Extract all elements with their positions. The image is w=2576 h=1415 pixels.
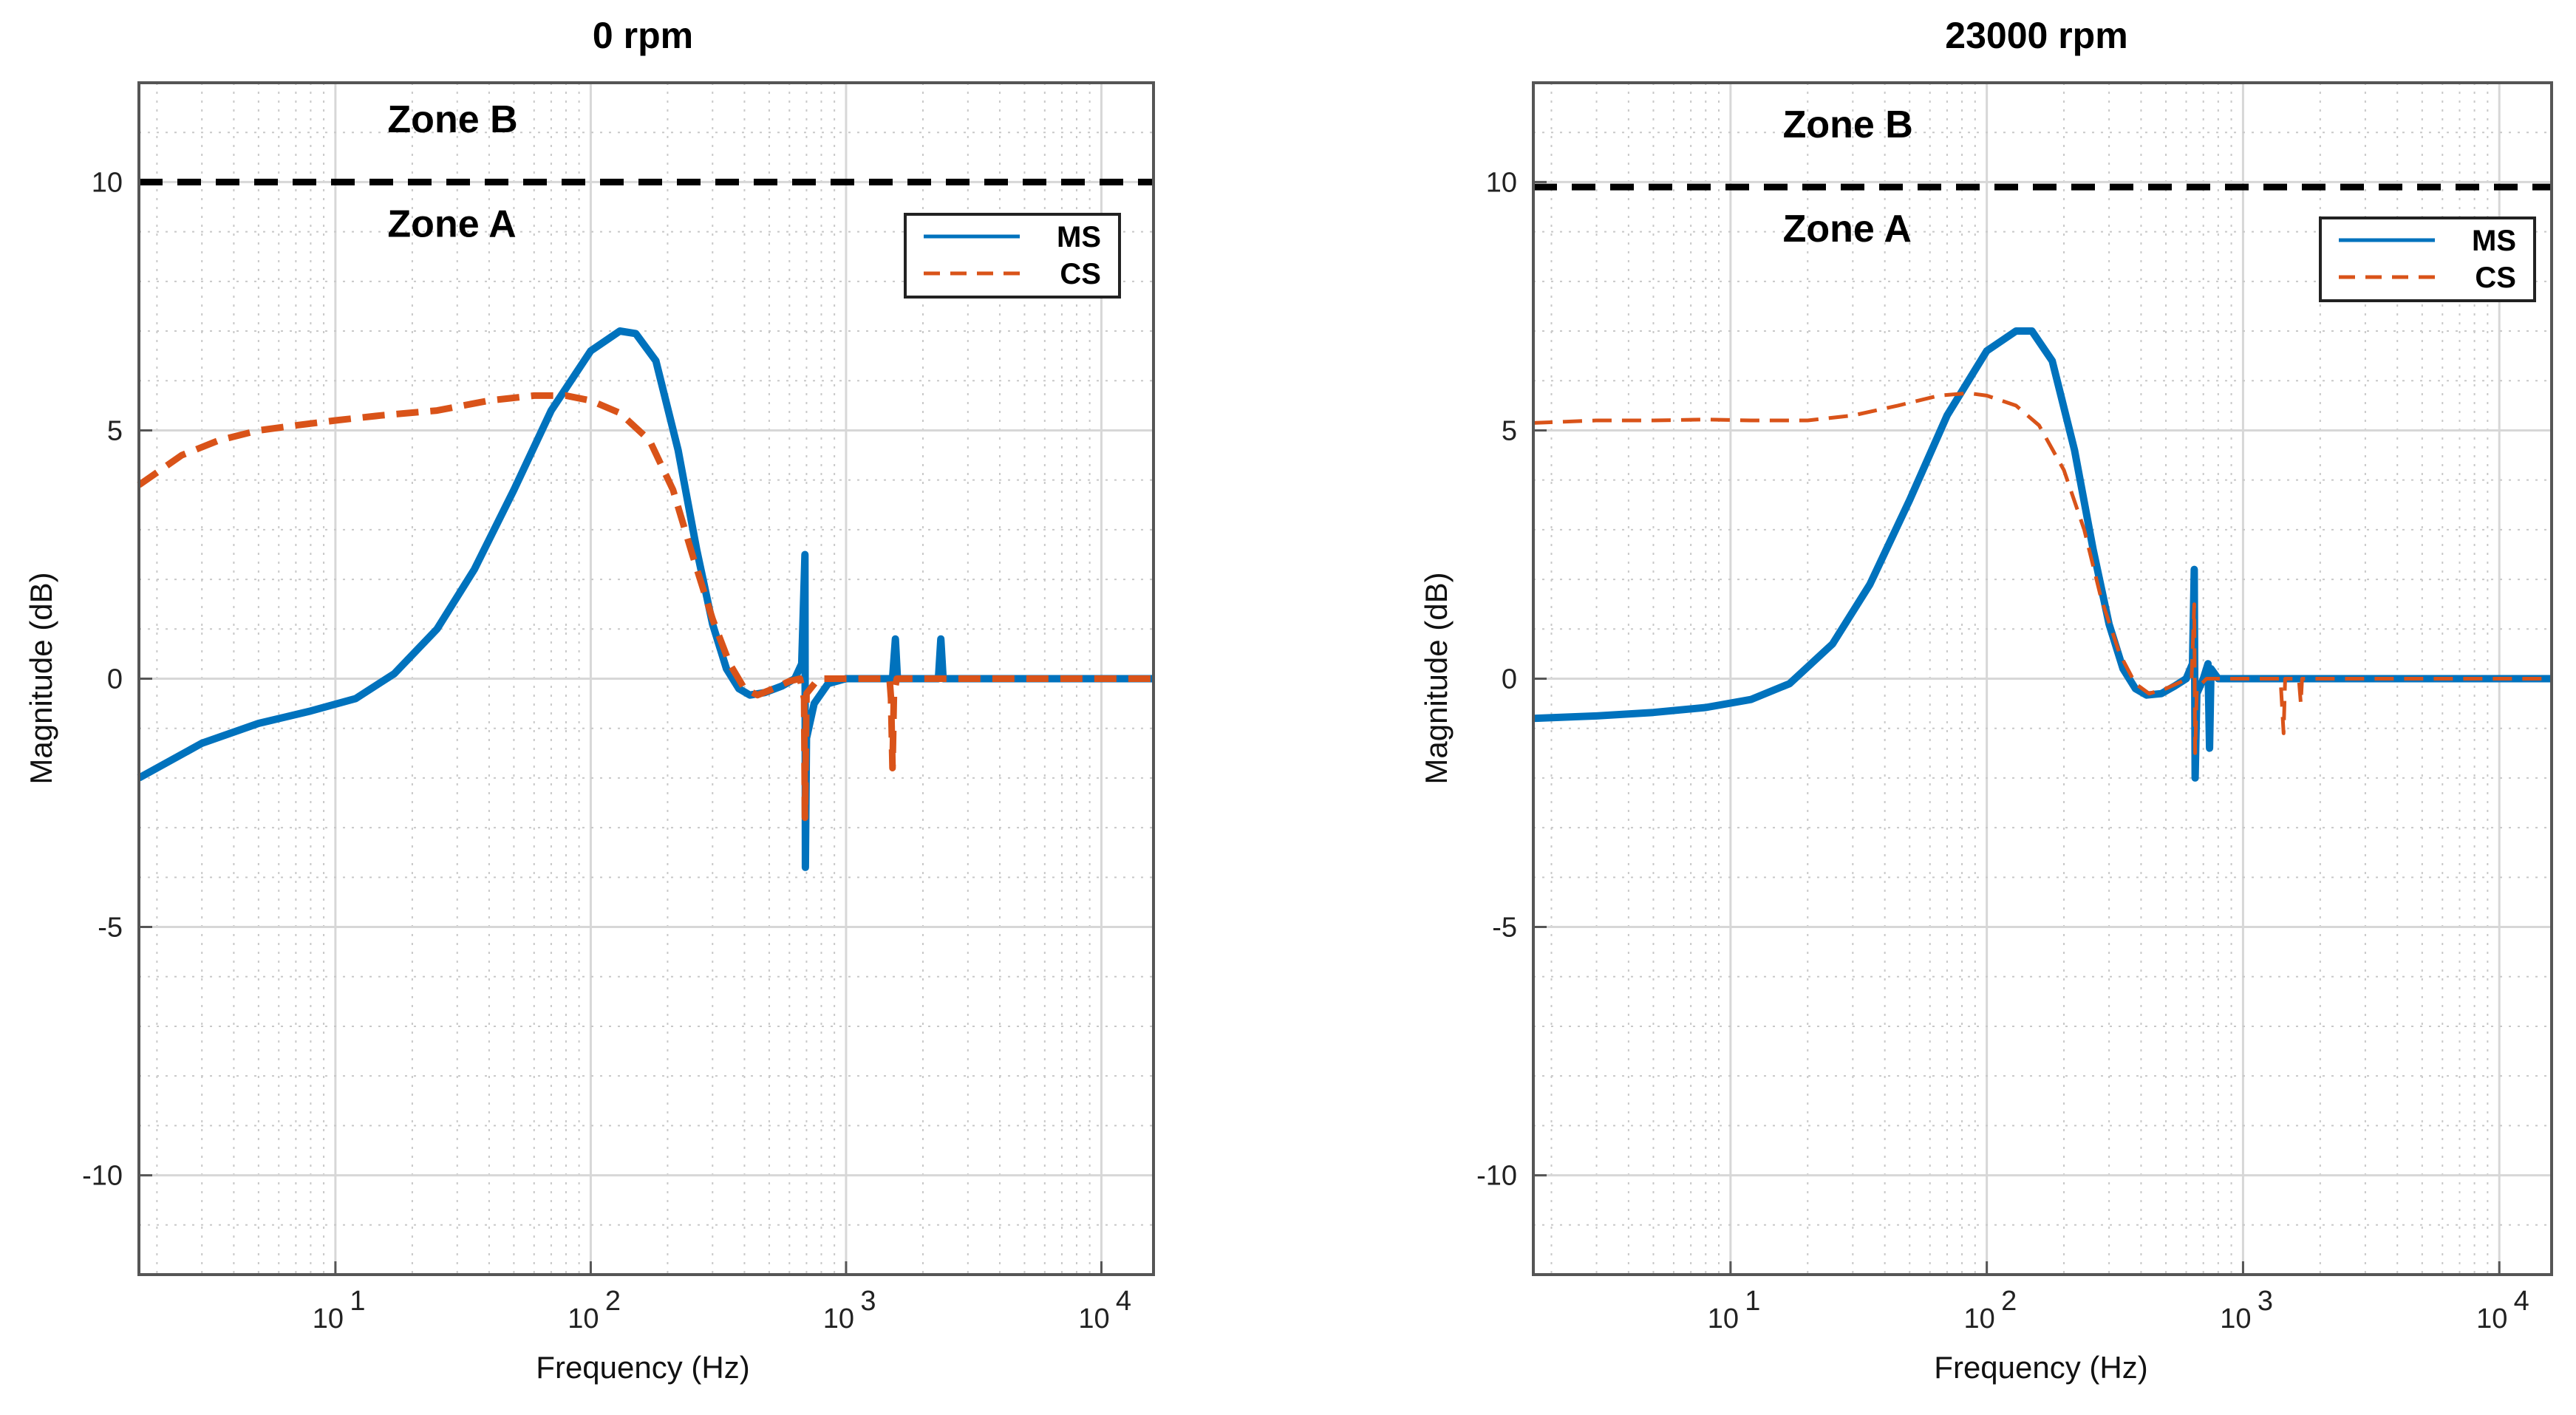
c0-x-tick-exp-2: 3 <box>860 1286 876 1317</box>
c0-x-tick-label-2: 103 <box>823 1286 876 1334</box>
c0-x-tick-base-0: 10 <box>313 1303 344 1334</box>
c0-x-tick-exp-0: 1 <box>350 1286 365 1317</box>
x-axis-label: Frequency (Hz) <box>1934 1350 2147 1385</box>
c0-series-cs <box>137 392 1154 822</box>
c1-series-cs <box>1533 391 2552 755</box>
c1-x-tick-base-2: 10 <box>2220 1303 2251 1334</box>
legend-label-cs: CS <box>1060 258 1101 290</box>
legend-box <box>2319 216 2536 302</box>
c1-y-tick-label-2: 0 <box>1502 664 1517 695</box>
c1-x-tick-exp-0: 1 <box>1745 1286 1760 1317</box>
c0-y-tick-label-2: 0 <box>107 664 123 695</box>
c1-x-tick-label-0: 101 <box>1708 1286 1761 1334</box>
c1-x-tick-exp-2: 3 <box>2258 1286 2273 1317</box>
c0-x-tick-base-1: 10 <box>568 1303 599 1334</box>
c0-series-ms <box>137 327 1154 871</box>
legend-label-ms: MS <box>2472 225 2516 257</box>
y-axis-label: Magnitude (dB) <box>1419 572 1454 784</box>
c0-x-tick-base-3: 10 <box>1078 1303 1109 1334</box>
c0-y-tick-label-1: -5 <box>98 913 123 944</box>
legend-label-ms: MS <box>1057 221 1101 253</box>
c1-x-tick-base-0: 10 <box>1708 1303 1739 1334</box>
c1-y-tick-label-4: 10 <box>1486 167 1517 198</box>
zone-b-label: Zone B <box>1783 103 1913 146</box>
c0-x-tick-label-1: 102 <box>568 1286 621 1334</box>
chart-title: 23000 rpm <box>1945 15 2127 56</box>
c1-y-tick-label-3: 5 <box>1502 415 1517 446</box>
legend-box <box>904 213 1121 299</box>
c1-x-tick-label-1: 102 <box>1964 1286 2017 1334</box>
c0-x-tick-base-2: 10 <box>823 1303 854 1334</box>
legend-label-cs: CS <box>2475 262 2516 294</box>
c1-x-tick-exp-3: 4 <box>2514 1286 2529 1317</box>
x-axis-label: Frequency (Hz) <box>536 1350 749 1385</box>
c0-x-tick-label-0: 101 <box>313 1286 366 1334</box>
zone-a-label: Zone A <box>387 202 516 245</box>
c1-x-tick-base-1: 10 <box>1964 1303 1995 1334</box>
c1-y-tick-label-1: -5 <box>1492 913 1517 944</box>
y-axis-label: Magnitude (dB) <box>24 572 58 784</box>
axes-box <box>137 81 1155 1276</box>
c1-x-tick-exp-1: 2 <box>2001 1286 2017 1317</box>
legend: MS CS <box>904 213 1121 299</box>
c1-y-tick-label-0: -10 <box>1476 1161 1517 1192</box>
zone-a-label: Zone A <box>1783 208 1912 250</box>
c0-y-tick-label-3: 5 <box>107 415 123 446</box>
axes-box <box>1532 81 2553 1276</box>
c1-x-tick-base-3: 10 <box>2476 1303 2507 1334</box>
c1-series-ms <box>1533 327 2552 782</box>
c1-x-tick-label-3: 104 <box>2476 1286 2529 1334</box>
chart-title: 0 rpm <box>593 15 693 56</box>
c0-x-tick-exp-3: 4 <box>1116 1286 1131 1317</box>
c0-y-tick-label-4: 10 <box>92 167 123 198</box>
c0-y-tick-label-0: -10 <box>82 1161 123 1192</box>
legend: MS CS <box>2319 216 2536 302</box>
c1-x-tick-label-2: 103 <box>2220 1286 2273 1334</box>
c0-x-tick-label-3: 104 <box>1078 1286 1131 1334</box>
c0-x-tick-exp-1: 2 <box>605 1286 621 1317</box>
zone-b-label: Zone B <box>387 98 517 141</box>
